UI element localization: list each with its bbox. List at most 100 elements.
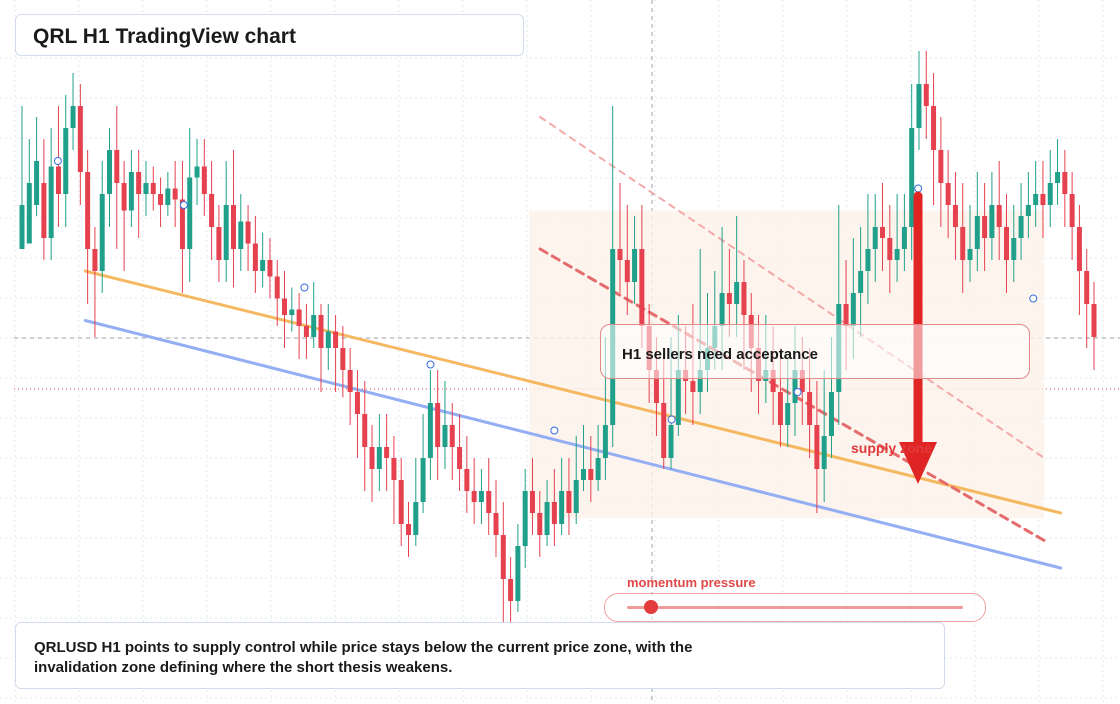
momentum-knob[interactable] bbox=[643, 600, 658, 614]
candle-bear bbox=[1069, 194, 1075, 227]
candle-bear bbox=[880, 227, 886, 238]
candle-bear bbox=[938, 150, 944, 183]
momentum-track bbox=[627, 606, 963, 609]
candle-bear bbox=[500, 535, 506, 579]
candle-bear bbox=[384, 447, 390, 458]
candle-bear bbox=[982, 216, 988, 238]
candle-bear bbox=[340, 348, 346, 370]
candle-bull bbox=[1055, 172, 1061, 183]
candle-bear bbox=[617, 249, 623, 260]
candle-bull bbox=[989, 205, 995, 238]
marker-point bbox=[667, 415, 676, 424]
candle-bull bbox=[289, 309, 295, 315]
trendline-red_dashed bbox=[538, 247, 1046, 542]
sellers-label: H1 sellers need acceptance bbox=[622, 346, 818, 363]
candle-bear bbox=[136, 172, 142, 194]
candle-bear bbox=[551, 502, 557, 524]
candle-bull bbox=[223, 205, 229, 260]
candle-bull bbox=[872, 227, 878, 249]
candle-bull bbox=[719, 293, 725, 326]
candle-bull bbox=[63, 128, 69, 194]
candle-bull bbox=[420, 458, 426, 502]
candle-bear bbox=[945, 183, 951, 205]
candle-bear bbox=[887, 238, 893, 260]
trendline-blue bbox=[83, 319, 1063, 570]
chart-title: QRL H1 TradingView chart bbox=[33, 25, 296, 48]
candle-bull bbox=[238, 221, 244, 249]
candle-bear bbox=[996, 205, 1002, 227]
marker-point bbox=[914, 184, 923, 193]
candle-bull bbox=[559, 491, 565, 524]
candle-bull bbox=[187, 177, 193, 249]
candle-bull bbox=[1033, 194, 1039, 205]
candle-bear bbox=[952, 205, 958, 227]
marker-points bbox=[53, 157, 1038, 435]
candle-bear bbox=[493, 513, 499, 535]
candle-bull bbox=[828, 392, 834, 436]
candle-bull bbox=[99, 194, 105, 271]
candle-bear bbox=[303, 326, 309, 337]
candle-bear bbox=[529, 491, 535, 513]
marker-point bbox=[426, 360, 435, 369]
candle-bear bbox=[252, 243, 258, 271]
candle-bull bbox=[785, 403, 791, 425]
candle-bear bbox=[464, 469, 470, 491]
candle-bull bbox=[515, 546, 521, 601]
candle-bear bbox=[777, 392, 783, 425]
candle-bull bbox=[413, 502, 419, 535]
marker-point bbox=[179, 201, 188, 209]
candle-bull bbox=[792, 370, 798, 403]
candle-bull bbox=[632, 249, 638, 282]
candle-bear bbox=[209, 194, 215, 227]
candle-bull bbox=[916, 84, 922, 128]
candle-bull bbox=[894, 249, 900, 260]
candle-bear bbox=[726, 293, 732, 304]
candle-bear bbox=[1076, 227, 1082, 271]
candle-bear bbox=[1091, 304, 1097, 337]
sellers-callout: H1 sellers need acceptance bbox=[600, 324, 1030, 379]
candle-bear bbox=[179, 199, 185, 249]
candle-bull bbox=[865, 249, 871, 271]
candle-bull bbox=[581, 469, 587, 480]
candle-bull bbox=[26, 183, 32, 244]
candle-bull bbox=[901, 227, 907, 249]
candle-bear bbox=[92, 249, 98, 271]
candle-bear bbox=[923, 84, 929, 106]
candle-bull bbox=[909, 128, 915, 227]
candle-bear bbox=[216, 227, 222, 260]
candle-bear bbox=[690, 381, 696, 392]
candle-bear bbox=[1062, 172, 1068, 194]
candle-bear bbox=[931, 106, 937, 150]
candle-bear bbox=[362, 414, 368, 447]
candle-bear bbox=[661, 403, 667, 458]
candle-bull bbox=[668, 425, 674, 458]
candle-bear bbox=[391, 458, 397, 480]
candle-bull bbox=[34, 161, 40, 205]
candle-bull bbox=[376, 447, 382, 469]
candle-bear bbox=[150, 183, 156, 194]
summary-panel: QRLUSD H1 points to supply control while… bbox=[15, 622, 945, 689]
summary-text: QRLUSD H1 points to supply control while… bbox=[34, 639, 693, 676]
candle-bear bbox=[282, 298, 288, 315]
candle-bull bbox=[697, 370, 703, 392]
candle-bear bbox=[653, 370, 659, 403]
marker-point bbox=[1029, 294, 1038, 303]
candle-bull bbox=[1025, 205, 1031, 216]
candle-bear bbox=[347, 370, 353, 392]
marker-point bbox=[53, 157, 62, 165]
candle-bull bbox=[70, 106, 76, 128]
arrow-head bbox=[899, 442, 937, 484]
candle-bear bbox=[172, 188, 178, 200]
candle-bull bbox=[48, 166, 54, 238]
candle-bull bbox=[325, 331, 331, 348]
candle-bull bbox=[675, 370, 681, 425]
candle-bull bbox=[602, 425, 608, 458]
candle-bear bbox=[639, 249, 645, 326]
candle-bear bbox=[274, 276, 280, 299]
candle-bear bbox=[296, 309, 302, 326]
candle-bear bbox=[406, 524, 412, 535]
momentum-gauge[interactable] bbox=[604, 593, 986, 622]
candle-bull bbox=[544, 502, 550, 535]
candle-bull bbox=[522, 491, 528, 546]
candle-bear bbox=[85, 172, 91, 249]
